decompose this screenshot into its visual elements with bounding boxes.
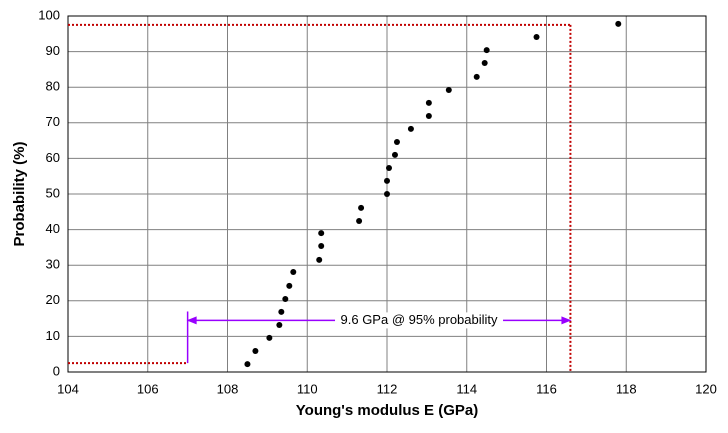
x-tick-label: 106	[137, 381, 159, 396]
data-point	[276, 322, 283, 329]
data-point	[358, 204, 365, 211]
x-tick-label: 112	[377, 381, 398, 396]
y-tick-label: 70	[46, 114, 60, 129]
data-point	[318, 242, 325, 249]
x-tick-label: 116	[536, 381, 557, 396]
y-tick-label: 10	[46, 328, 60, 343]
y-tick-label: 50	[46, 185, 60, 200]
x-tick-label: 114	[456, 381, 477, 396]
x-tick-label: 104	[57, 381, 79, 396]
data-point	[266, 334, 273, 341]
data-point	[481, 59, 488, 66]
data-point	[278, 308, 285, 315]
y-tick-label: 30	[46, 257, 60, 272]
y-tick-label: 90	[46, 43, 60, 58]
y-tick-label: 20	[46, 292, 60, 307]
annotation-bg	[335, 312, 504, 329]
y-tick-label: 100	[38, 7, 60, 22]
data-point	[533, 34, 540, 41]
y-tick-label: 40	[46, 221, 60, 236]
y-axis-title: Probability (%)	[11, 141, 28, 246]
y-tick-label: 60	[46, 150, 60, 165]
data-point	[286, 282, 293, 289]
data-point	[445, 87, 452, 94]
data-point	[244, 361, 251, 368]
x-tick-label: 110	[297, 381, 318, 396]
x-tick-label: 108	[217, 381, 239, 396]
plot-border	[67, 15, 707, 373]
data-point	[425, 113, 432, 120]
data-point	[407, 125, 414, 132]
annotation-text: 9.6 GPa @ 95% probability	[341, 312, 499, 327]
data-point	[384, 177, 390, 184]
data-point	[615, 20, 622, 27]
data-point	[393, 139, 400, 146]
x-tick-label: 118	[616, 381, 637, 396]
x-tick-label: 120	[695, 381, 717, 396]
data-point	[391, 151, 398, 158]
data-point	[290, 268, 297, 275]
data-point	[483, 47, 490, 54]
data-point	[316, 256, 323, 263]
data-point	[425, 99, 432, 106]
data-point	[384, 191, 390, 197]
data-point	[356, 218, 363, 225]
data-point	[473, 73, 480, 80]
y-tick-label: 80	[46, 79, 60, 94]
data-point	[282, 296, 289, 303]
x-axis-title: Young's modulus E (GPa)	[296, 402, 478, 419]
y-tick-label: 0	[53, 363, 60, 378]
data-point	[385, 165, 392, 172]
data-point	[318, 230, 325, 237]
data-point	[252, 347, 259, 354]
